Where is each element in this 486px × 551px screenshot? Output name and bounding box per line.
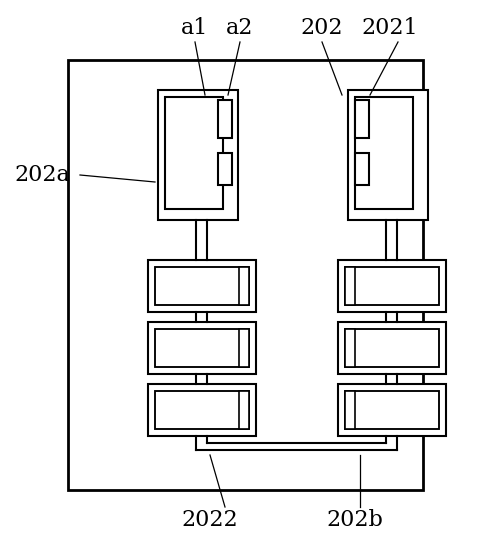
- Text: 202a: 202a: [14, 164, 70, 186]
- Bar: [348, 90, 428, 220]
- Bar: [345, 267, 355, 305]
- Text: 202b: 202b: [327, 509, 383, 531]
- Bar: [158, 90, 238, 220]
- Bar: [239, 267, 249, 305]
- Bar: [355, 100, 369, 138]
- Text: 202: 202: [301, 17, 343, 39]
- Bar: [148, 384, 256, 436]
- Bar: [155, 267, 249, 305]
- Text: 2021: 2021: [362, 17, 418, 39]
- Bar: [148, 322, 256, 374]
- Bar: [345, 391, 439, 429]
- Bar: [68, 60, 423, 490]
- Bar: [239, 391, 249, 429]
- Bar: [155, 329, 249, 367]
- Bar: [155, 391, 249, 429]
- Bar: [338, 384, 446, 436]
- Bar: [338, 260, 446, 312]
- Text: 2022: 2022: [182, 509, 238, 531]
- Bar: [338, 322, 446, 374]
- Bar: [218, 100, 232, 138]
- Text: a2: a2: [226, 17, 254, 39]
- Bar: [355, 153, 369, 185]
- Bar: [345, 329, 439, 367]
- Bar: [148, 260, 256, 312]
- Bar: [165, 97, 223, 209]
- Text: a1: a1: [181, 17, 208, 39]
- Bar: [345, 329, 355, 367]
- Bar: [345, 391, 355, 429]
- Bar: [355, 97, 413, 209]
- Bar: [218, 153, 232, 185]
- Bar: [239, 329, 249, 367]
- Bar: [345, 267, 439, 305]
